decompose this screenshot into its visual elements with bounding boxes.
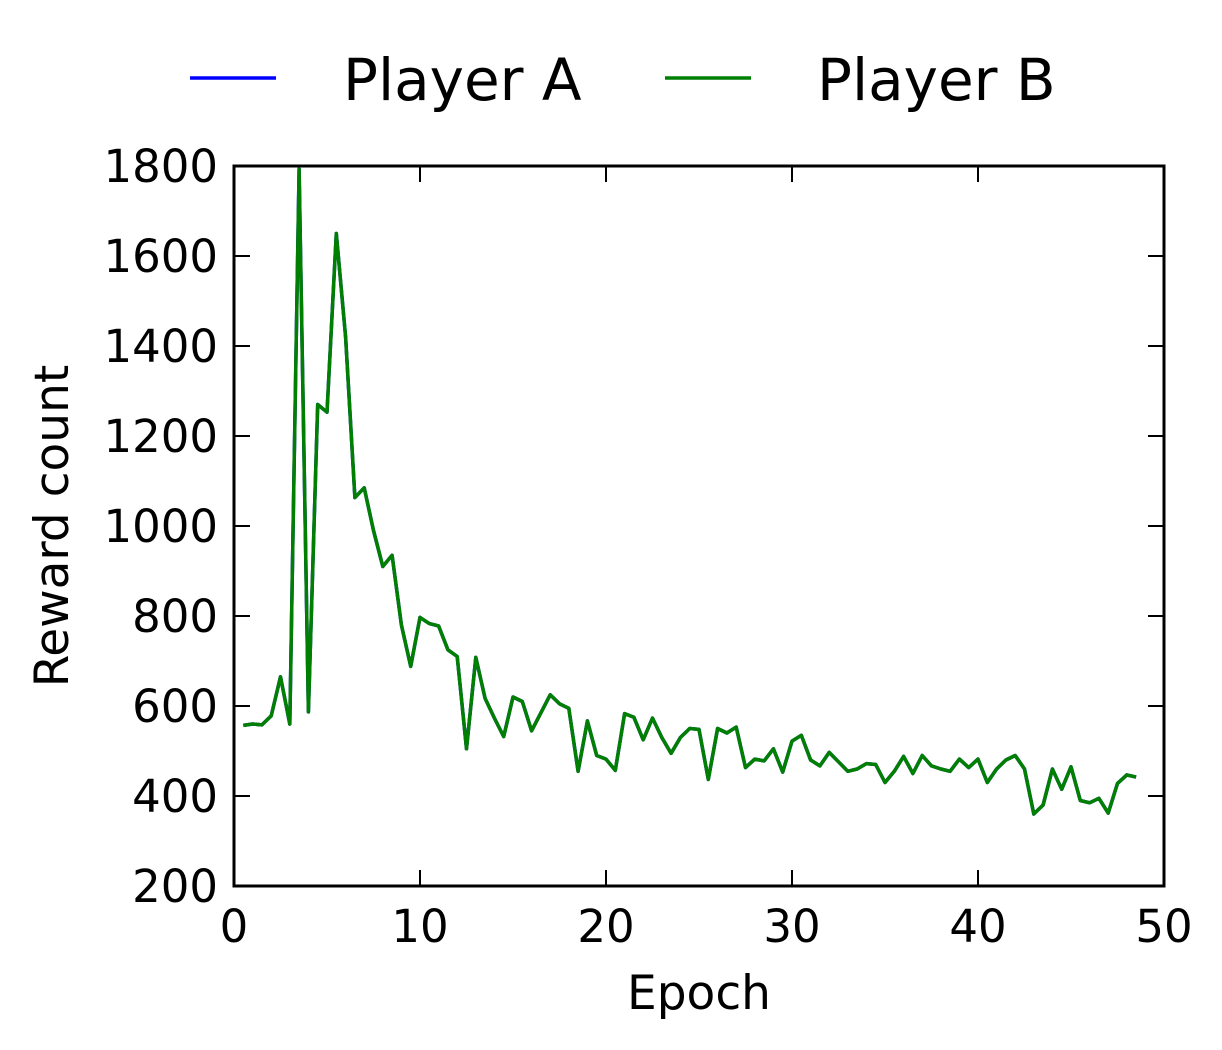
y-tick-label: 400 [132, 770, 218, 823]
y-tick-labels: 200 400 600 800 1000 1200 1400 1600 1800 [103, 140, 218, 913]
x-tick-label: 50 [1135, 900, 1192, 953]
plot-area: 0 10 20 30 40 50 200 400 600 800 1000 12… [103, 140, 1192, 953]
y-tick-label: 800 [132, 590, 218, 643]
x-tick-label: 30 [763, 900, 820, 953]
x-tick-label: 20 [577, 900, 634, 953]
legend: Player A Player B [190, 46, 1056, 114]
y-tick-label: 600 [132, 680, 218, 733]
y-axis-label: Reward count [25, 365, 80, 688]
x-tick-label: 10 [391, 900, 448, 953]
series-line-1 [243, 167, 1137, 816]
y-tick-label: 1400 [103, 320, 218, 373]
y-tick-label: 1000 [103, 500, 218, 553]
y-tick-label: 1800 [103, 140, 218, 193]
legend-label-series-0: Player A [343, 46, 582, 114]
y-tick-label: 1600 [103, 230, 218, 283]
y-tick-label: 200 [132, 860, 218, 913]
legend-label-series-1: Player B [817, 46, 1056, 114]
ticks [233, 165, 1165, 887]
x-tick-label: 0 [220, 900, 249, 953]
series-line-0 [243, 167, 1137, 816]
x-tick-labels: 0 10 20 30 40 50 [220, 900, 1193, 953]
y-tick-label: 1200 [103, 410, 218, 463]
x-axis-label: Epoch [627, 966, 771, 1021]
x-tick-label: 40 [949, 900, 1006, 953]
series-lines [243, 167, 1137, 816]
